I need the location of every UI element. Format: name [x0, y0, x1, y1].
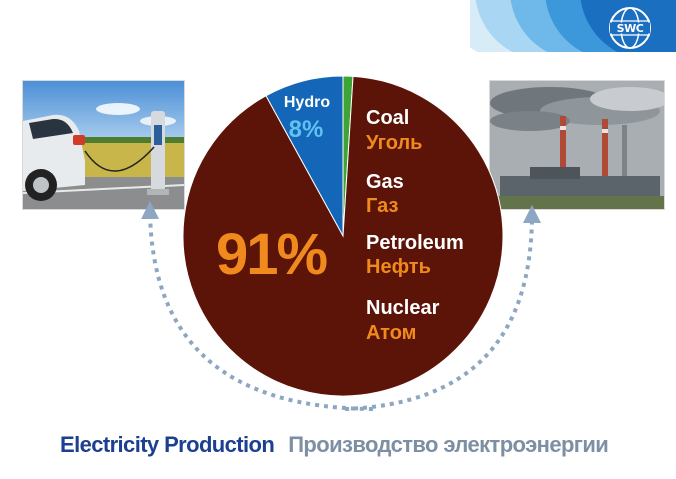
- source-coal-en: Coal: [366, 107, 409, 129]
- footer-title: Electricity Production Производство элект…: [60, 432, 609, 458]
- hydro-value: 8%: [289, 116, 324, 143]
- pie-slices: [182, 75, 504, 397]
- footer-title-ru: Производство электроэнергии: [288, 432, 609, 457]
- source-gas-en: Gas: [366, 171, 404, 193]
- power-plant-photo: [489, 80, 665, 210]
- cycle-arrow-right: [344, 205, 541, 411]
- source-petroleum-en: Petroleum: [366, 232, 464, 254]
- source-petroleum-ru: Нефть: [366, 256, 431, 278]
- hydro-label: Hydro: [284, 94, 330, 111]
- source-gas-ru: Газ: [366, 195, 398, 217]
- pie-slice-3: [182, 75, 504, 397]
- header-band: [470, 0, 676, 52]
- cycle-arrow-left: [141, 201, 374, 411]
- source-nuclear-ru: Атом: [366, 322, 416, 344]
- source-nuclear-en: Nuclear: [366, 297, 440, 319]
- fossil-nuclear-share: 91%: [216, 222, 328, 287]
- source-coal-ru: Уголь: [366, 132, 422, 154]
- electric-car-photo: [22, 80, 185, 210]
- footer-title-en: Electricity Production: [60, 432, 275, 457]
- logo-text: SWC: [616, 22, 644, 35]
- swc-logo: SWC: [602, 6, 658, 50]
